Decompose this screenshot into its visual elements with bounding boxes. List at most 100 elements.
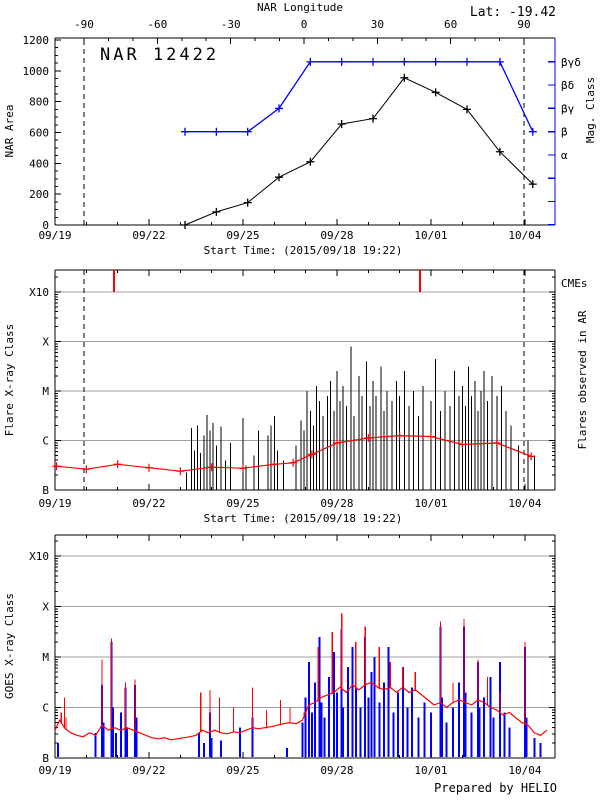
mag-class-label: βγδ bbox=[561, 56, 581, 69]
x-tick-label: 10/04 bbox=[508, 229, 541, 242]
x-tick-label: 09/25 bbox=[226, 497, 259, 510]
area-point-marker bbox=[337, 120, 346, 129]
x-tick-label: 09/19 bbox=[38, 497, 71, 510]
x-tick-label: 09/28 bbox=[320, 229, 353, 242]
area-point-marker bbox=[243, 198, 252, 207]
panel3-ylabel: GOES X-ray Class bbox=[3, 593, 16, 699]
mag-point-marker bbox=[243, 127, 252, 136]
y-tick-label: X bbox=[42, 336, 49, 349]
top-axis-title: NAR Longitude bbox=[257, 1, 343, 14]
background-point-marker bbox=[82, 465, 91, 474]
area-point-marker bbox=[462, 105, 471, 114]
panel2-start-time: Start Time: (2015/09/18 19:22) bbox=[204, 512, 403, 525]
panel1-title: NAR 12422 bbox=[100, 45, 219, 65]
background-point-marker bbox=[207, 463, 216, 472]
y-tick-label: C bbox=[42, 435, 49, 448]
background-point-marker bbox=[144, 463, 153, 472]
x-tick-label: 09/28 bbox=[320, 497, 353, 510]
area-point-marker bbox=[275, 173, 284, 182]
cmes-label: CMEs bbox=[561, 277, 588, 290]
area-point-marker bbox=[181, 221, 190, 229]
panel1-ylabel: NAR Area bbox=[3, 105, 16, 158]
background-point-marker bbox=[426, 432, 435, 441]
area-point-marker bbox=[400, 73, 409, 82]
nar-area-line bbox=[184, 77, 534, 226]
mag-class-line bbox=[185, 61, 534, 133]
y-tick-label: X10 bbox=[29, 550, 49, 563]
credit: Prepared by HELIO bbox=[434, 781, 557, 795]
longitude-tick-label: -30 bbox=[221, 18, 241, 31]
mag-class-label: βδ bbox=[561, 79, 574, 92]
background-point-marker bbox=[364, 434, 373, 443]
lat-value: Lat: -19.42 bbox=[470, 5, 556, 20]
background-point-marker bbox=[176, 467, 185, 476]
area-point-marker bbox=[528, 180, 537, 189]
nar-area-panel: 0 200 400 600 800 1000 1200 βγδ βδ βγ βα -90 -60 -30 0… bbox=[23, 18, 581, 242]
goes-panel: B C M X X10 09/19 09/22 09/25 09/28 10/01 10/04 bbox=[29, 534, 556, 777]
y-tick-label: 1200 bbox=[23, 34, 50, 47]
y-tick-label: M bbox=[42, 651, 49, 664]
x-tick-label: 10/04 bbox=[508, 497, 541, 510]
x-tick-label: 09/22 bbox=[132, 764, 165, 777]
x-tick-label: 09/25 bbox=[226, 764, 259, 777]
x-tick-label: 10/01 bbox=[414, 497, 447, 510]
mag-point-marker bbox=[528, 127, 537, 136]
y-tick-label: M bbox=[42, 385, 49, 398]
area-point-marker bbox=[495, 147, 504, 156]
background-point-marker bbox=[113, 460, 122, 469]
area-point-marker bbox=[306, 157, 315, 166]
background-point-marker bbox=[492, 438, 501, 447]
area-point-marker bbox=[431, 88, 440, 97]
background-point-marker bbox=[270, 460, 279, 469]
y-tick-label: 200 bbox=[29, 188, 49, 201]
y-tick-label: C bbox=[42, 702, 49, 715]
mag-class-label: α bbox=[561, 149, 568, 162]
mag-point-marker bbox=[431, 57, 440, 66]
goes-long-line bbox=[54, 681, 548, 741]
y-tick-label: 600 bbox=[29, 127, 49, 140]
longitude-tick-label: 30 bbox=[371, 18, 384, 31]
background-point-marker bbox=[307, 450, 316, 459]
flares-observed-label: Flares observed in AR bbox=[576, 310, 589, 449]
panel2-ylabel: Flare X-ray Class bbox=[3, 324, 16, 437]
mag-point-marker bbox=[212, 127, 221, 136]
longitude-tick-label: -60 bbox=[147, 18, 167, 31]
panel1-right-axis-label: Mag. Class bbox=[584, 77, 597, 143]
x-tick-label: 09/28 bbox=[320, 764, 353, 777]
y-tick-label: 400 bbox=[29, 157, 49, 170]
x-tick-label: 09/22 bbox=[132, 229, 165, 242]
mag-point-marker bbox=[306, 57, 315, 66]
area-point-marker bbox=[369, 114, 377, 123]
mag-class-label: βγ bbox=[561, 102, 575, 115]
flare-panel: B C M X X10 09/19 09/22 09/25 09/28 10/01 10/04 bbox=[29, 269, 556, 510]
mag-class-label: β bbox=[561, 126, 568, 139]
y-tick-label: X10 bbox=[29, 286, 49, 299]
background-point-marker bbox=[527, 452, 536, 461]
mag-point-marker bbox=[369, 57, 377, 66]
y-tick-label: 0 bbox=[42, 219, 49, 232]
y-tick-label: B bbox=[42, 752, 49, 765]
background-point-marker bbox=[395, 431, 404, 440]
x-tick-label: 09/19 bbox=[38, 229, 71, 242]
background-point-marker bbox=[52, 462, 61, 471]
panel1-start-time: Start Time: (2015/09/18 19:22) bbox=[204, 244, 403, 257]
mag-point-marker bbox=[275, 104, 284, 113]
y-tick-label: X bbox=[42, 601, 49, 614]
x-tick-label: 10/01 bbox=[414, 764, 447, 777]
mag-point-marker bbox=[495, 57, 504, 66]
longitude-tick-label: 90 bbox=[517, 18, 530, 31]
x-tick-label: 09/25 bbox=[226, 229, 259, 242]
x-tick-label: 10/01 bbox=[414, 229, 447, 242]
x-tick-label: 10/04 bbox=[508, 764, 541, 777]
y-tick-label: B bbox=[42, 484, 49, 497]
longitude-tick-label: -90 bbox=[74, 18, 94, 31]
background-point-marker bbox=[238, 464, 247, 473]
mag-point-marker bbox=[337, 57, 346, 66]
mag-point-marker bbox=[181, 127, 190, 136]
y-tick-label: 800 bbox=[29, 96, 49, 109]
y-tick-label: 1000 bbox=[23, 65, 50, 78]
x-tick-label: 09/19 bbox=[38, 764, 71, 777]
mag-point-marker bbox=[400, 57, 409, 66]
longitude-tick-label: 60 bbox=[444, 18, 457, 31]
